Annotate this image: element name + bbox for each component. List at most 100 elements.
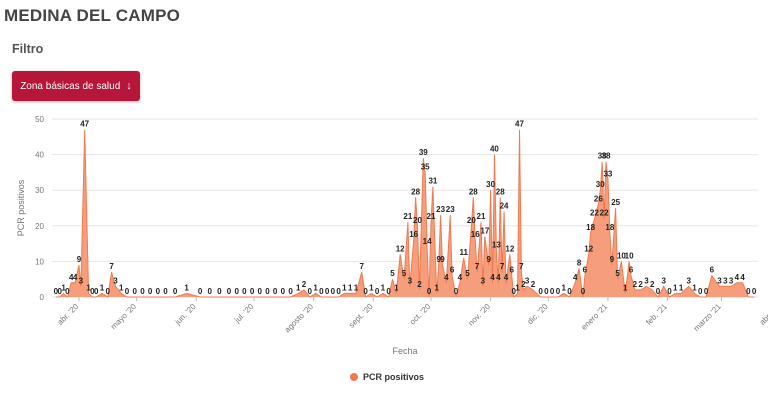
data-label: 20: [413, 216, 422, 225]
x-axis-title: Fecha: [392, 346, 417, 356]
data-label: 4: [73, 273, 78, 282]
data-label: 3: [644, 276, 649, 285]
data-label: 39: [419, 148, 428, 157]
data-label: 23: [436, 205, 445, 214]
data-label: 0: [281, 287, 286, 296]
data-label: 0: [746, 287, 751, 296]
series-line: [55, 129, 755, 299]
data-label: 3: [481, 276, 486, 285]
data-label: 0: [90, 287, 95, 296]
data-label: 0: [363, 287, 368, 296]
data-label: 0: [208, 287, 213, 296]
data-label: 40: [490, 145, 499, 154]
data-label: 0: [386, 287, 391, 296]
chart-legend[interactable]: PCR positivos: [350, 372, 424, 382]
data-label: 0: [325, 287, 330, 296]
data-label: 4: [69, 273, 74, 282]
data-label: 9: [436, 255, 441, 264]
data-label: 0: [242, 287, 247, 296]
data-label: 0: [258, 287, 263, 296]
data-label: 18: [586, 223, 595, 232]
data-label: 0: [94, 287, 99, 296]
data-label: 7: [359, 262, 364, 271]
data-label: 5: [615, 269, 620, 278]
data-label: 21: [477, 212, 486, 221]
data-label: 1: [679, 283, 684, 292]
data-label: 1: [369, 283, 374, 292]
legend-label: PCR positivos: [363, 372, 424, 382]
data-label: 35: [421, 162, 430, 171]
data-label: 13: [492, 241, 501, 250]
data-label: 0: [567, 287, 572, 296]
data-label: 2: [417, 280, 422, 289]
data-label: 0: [427, 287, 432, 296]
data-label: 30: [486, 180, 495, 189]
data-label: 7: [519, 262, 524, 271]
data-label: 0: [556, 287, 561, 296]
data-label: 1: [348, 283, 353, 292]
data-label: 1: [296, 283, 301, 292]
data-label: 23: [446, 205, 455, 214]
x-tick-label: mayo '20: [109, 302, 139, 332]
data-label: 1: [692, 283, 697, 292]
data-label: 0: [667, 287, 672, 296]
data-label: 4: [496, 273, 501, 282]
data-label: 0: [375, 287, 380, 296]
data-label: 0: [54, 287, 59, 296]
data-label: 4: [735, 273, 740, 282]
data-label: 16: [409, 230, 418, 239]
data-label: 1: [515, 283, 520, 292]
data-label: 0: [217, 287, 222, 296]
y-tick-label: 50: [35, 115, 44, 124]
data-label: 4: [504, 273, 509, 282]
x-tick-label: feb. '21: [644, 302, 669, 327]
data-label: 0: [148, 287, 153, 296]
x-tick-label: abr. '21: [758, 302, 768, 327]
data-label: 5: [465, 269, 470, 278]
data-label: 2: [633, 280, 638, 289]
data-label: 11: [459, 248, 468, 257]
data-label: 12: [396, 244, 405, 253]
x-tick-label: agosto '20: [283, 302, 316, 335]
data-label: 30: [596, 180, 605, 189]
data-label: 0: [581, 287, 586, 296]
data-label: 3: [79, 276, 84, 285]
data-label: 3: [729, 276, 734, 285]
data-label: 0: [698, 287, 703, 296]
data-label: 1: [673, 283, 678, 292]
data-label: 0: [331, 287, 336, 296]
data-label: 7: [475, 262, 480, 271]
x-tick-label: oct. '20: [408, 302, 433, 327]
y-tick-label: 20: [35, 222, 44, 231]
data-label: 9: [610, 255, 615, 264]
data-label: 0: [173, 287, 178, 296]
x-tick-label: dic. '20: [526, 302, 551, 327]
data-label: 2: [638, 280, 643, 289]
data-label: 28: [469, 187, 478, 196]
data-label: 28: [411, 187, 420, 196]
data-label: 0: [550, 287, 555, 296]
data-label: 28: [496, 187, 505, 196]
data-label: 0: [336, 287, 341, 296]
data-label: 9: [440, 255, 445, 264]
data-label: 5: [402, 269, 407, 278]
data-label: 1: [313, 283, 318, 292]
data-label: 4: [573, 273, 578, 282]
filter-label: Filtro: [12, 42, 44, 56]
data-label: 22: [600, 209, 609, 218]
data-label: 12: [505, 244, 514, 253]
data-label: 1: [100, 283, 105, 292]
data-label: 0: [752, 287, 757, 296]
data-label: 4: [444, 273, 449, 282]
zona-basica-salud-button[interactable]: Zona básicas de salud ↓: [12, 71, 140, 101]
data-label: 0: [198, 287, 203, 296]
y-axis-ticks: 0 10 20 30 40 50: [35, 115, 44, 302]
data-label: 18: [605, 223, 614, 232]
data-label: 0: [265, 287, 270, 296]
data-label: 2: [531, 280, 536, 289]
page-title: MEDINA DEL CAMPO: [4, 6, 181, 25]
data-label: 31: [428, 177, 437, 186]
y-axis-title: PCR positivos: [16, 179, 26, 236]
data-label: 1: [381, 283, 386, 292]
x-axis-ticks: abr. '20 mayo '20 jun. '20 jul. '20 agosto '…: [56, 297, 768, 334]
